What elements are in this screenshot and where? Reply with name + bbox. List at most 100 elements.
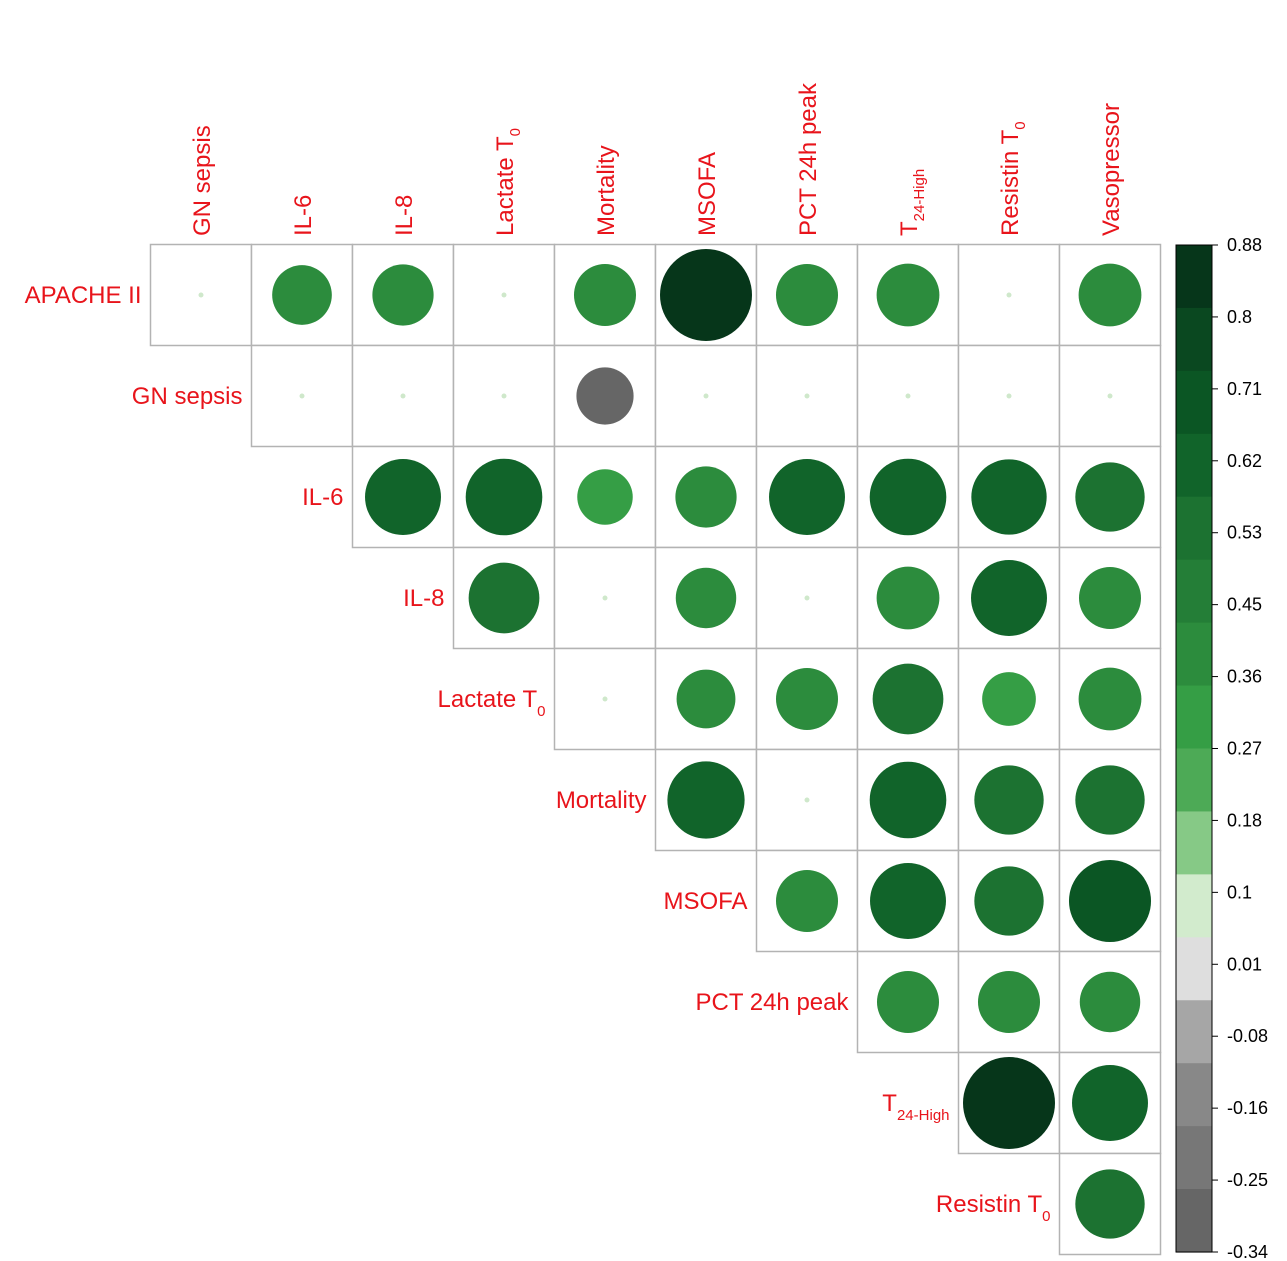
colorbar-swatch xyxy=(1176,748,1212,813)
correlation-circle xyxy=(576,367,634,425)
colorbar-swatch xyxy=(1176,874,1212,938)
correlation-circle xyxy=(675,567,737,629)
correlation-circle xyxy=(982,672,1036,726)
colorbar-swatch xyxy=(1176,245,1212,309)
correlation-circle xyxy=(602,595,608,601)
correlation-circle xyxy=(272,265,332,325)
correlation-circle xyxy=(1079,971,1141,1033)
colorbar-tick-label: -0.16 xyxy=(1227,1098,1268,1118)
row-label: IL-8 xyxy=(403,585,444,612)
correlation-circle xyxy=(905,393,911,399)
correlation-circle xyxy=(1006,393,1012,399)
row-label: PCT 24h peak xyxy=(696,989,850,1016)
correlation-circle xyxy=(1072,1065,1148,1141)
correlation-circle xyxy=(1075,462,1145,532)
colorbar-tick-label: 0.88 xyxy=(1227,235,1262,255)
colorbar-tick-label: 0.1 xyxy=(1227,882,1252,902)
correlation-circle xyxy=(1075,765,1145,835)
correlation-circle xyxy=(974,765,1044,835)
column-label: IL-8 xyxy=(391,195,418,236)
correlation-circle xyxy=(869,761,947,839)
colorbar-tick-label: 0.62 xyxy=(1227,451,1262,471)
correlation-circle xyxy=(676,669,736,729)
correlation-circle xyxy=(703,393,709,399)
correlation-circle xyxy=(804,393,810,399)
correlation-circle xyxy=(372,264,434,326)
matrix-cell xyxy=(553,344,657,448)
row-label: Lactate T0 xyxy=(438,686,546,720)
correlation-circle xyxy=(667,761,745,839)
correlation-circle xyxy=(501,393,507,399)
column-label: T24-High xyxy=(896,169,928,236)
colorbar-swatch xyxy=(1176,1000,1212,1064)
correlation-circle xyxy=(573,263,637,327)
correlation-circle xyxy=(660,249,752,341)
colorbar-swatch xyxy=(1176,937,1212,1001)
correlation-circle xyxy=(1078,667,1142,731)
row-label: MSOFA xyxy=(663,888,747,915)
row-label: Mortality xyxy=(556,787,647,814)
row-label: IL-6 xyxy=(302,484,343,511)
correlation-circle xyxy=(872,663,944,735)
column-label: IL-6 xyxy=(290,195,317,236)
correlation-circle xyxy=(769,459,845,535)
correlation-circle xyxy=(869,458,947,536)
colorbar-swatch xyxy=(1176,685,1212,750)
colorbar-swatch xyxy=(1176,1063,1212,1127)
colorbar-swatch xyxy=(1176,370,1212,435)
column-label: Vasopressor xyxy=(1098,103,1125,236)
correlation-circle xyxy=(1068,859,1152,943)
colorbar-legend: 0.88 0.8 0.71 0.62 0.53 0.45 0.36 0.27 0.18 0.1 0.… xyxy=(1175,235,1268,1261)
correlation-circle xyxy=(299,393,305,399)
colorbar-tick-label: -0.34 xyxy=(1227,1242,1268,1261)
correlation-circle xyxy=(804,595,810,601)
matrix-cell xyxy=(553,445,657,549)
column-label: Lactate T0 xyxy=(492,128,524,236)
colorbar-tick-label: 0.71 xyxy=(1227,379,1262,399)
matrix-cell xyxy=(957,647,1061,751)
column-label: MSOFA xyxy=(694,152,721,236)
colorbar-swatch xyxy=(1176,496,1212,561)
column-label: GN sepsis xyxy=(189,125,216,236)
correlation-circle xyxy=(198,292,204,298)
correlation-circle xyxy=(577,469,633,525)
row-label: T24-High xyxy=(882,1090,949,1124)
correlation-circle xyxy=(675,466,737,528)
colorbar-swatch xyxy=(1176,622,1212,687)
correlation-circle xyxy=(971,560,1047,636)
colorbar-swatch xyxy=(1176,559,1212,624)
colorbar-tick-label: 0.27 xyxy=(1227,739,1262,759)
correlation-circle xyxy=(870,863,946,939)
correlation-circle xyxy=(876,970,940,1034)
correlation-circle xyxy=(468,562,540,634)
colorbar-tick-label: 0.8 xyxy=(1227,307,1252,327)
correlation-circle xyxy=(963,1057,1055,1149)
correlation-circle xyxy=(1078,263,1142,327)
correlation-circle xyxy=(775,869,839,933)
correlation-circle xyxy=(971,459,1047,535)
colorbar-tick-label: 0.53 xyxy=(1227,523,1262,543)
correlation-circle xyxy=(876,263,940,327)
row-labels: APACHE II GN sepsis IL-6 IL-8 Lactate T0 Mort… xyxy=(25,282,1051,1225)
correlation-circle xyxy=(876,566,940,630)
colorbar-swatch xyxy=(1176,307,1212,372)
colorbar-swatch xyxy=(1176,1189,1212,1253)
correlation-circle xyxy=(974,866,1044,936)
colorbar-swatch xyxy=(1176,811,1212,875)
correlation-circles xyxy=(198,249,1152,1239)
colorbar-tick-label: -0.08 xyxy=(1227,1026,1268,1046)
correlation-circle xyxy=(1075,1169,1145,1239)
colorbar-swatch xyxy=(1176,433,1212,498)
correlation-circle xyxy=(1078,566,1142,630)
correlation-circle xyxy=(1107,393,1113,399)
colorbar-tick-label: 0.36 xyxy=(1227,667,1262,687)
colorbar-tick-label: -0.25 xyxy=(1227,1170,1268,1190)
column-label: Resistin T0 xyxy=(997,121,1029,236)
colorbar-tick-label: 0.45 xyxy=(1227,595,1262,615)
column-labels: GN sepsis IL-6 IL-8 Lactate T0 Mortality MSOF… xyxy=(189,82,1125,236)
colorbar-swatch xyxy=(1176,1126,1212,1190)
correlation-circle xyxy=(465,458,543,536)
correlation-circle xyxy=(602,696,608,702)
colorbar-tick-label: 0.18 xyxy=(1227,810,1262,830)
